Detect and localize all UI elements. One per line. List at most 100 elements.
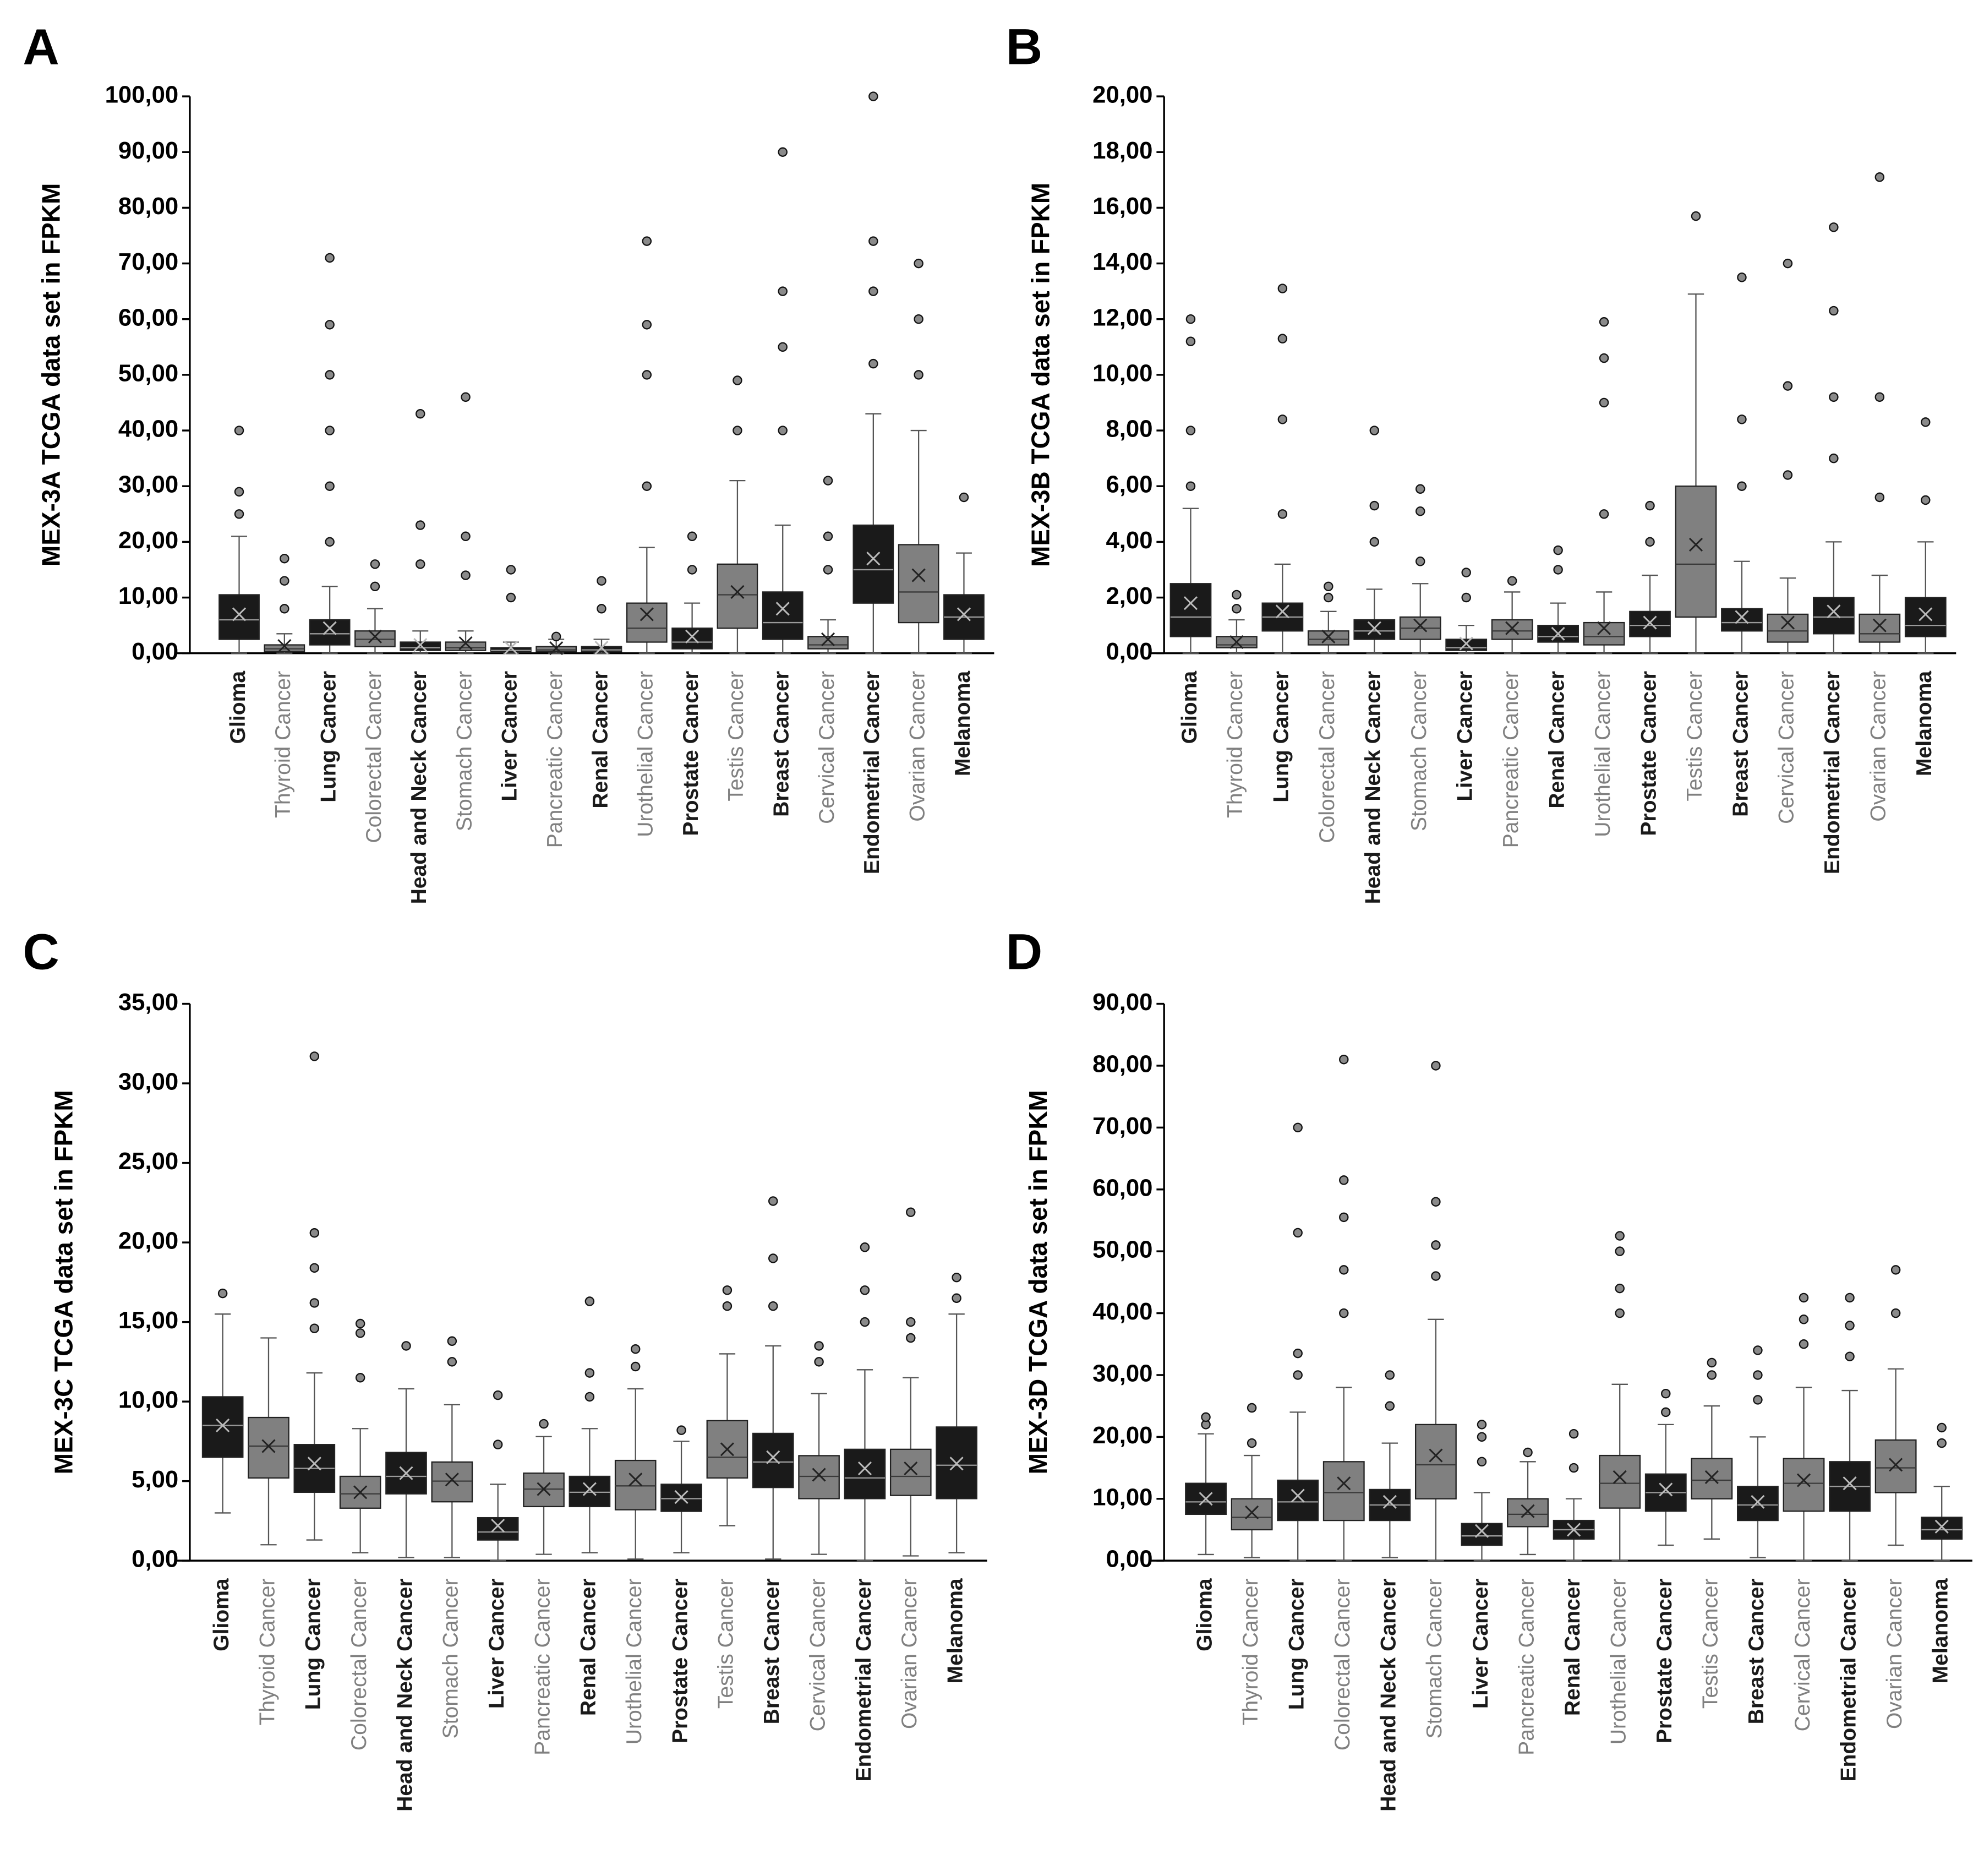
outlier: [325, 253, 335, 263]
mean-marker: [775, 602, 790, 616]
outlier: [778, 286, 788, 296]
outlier: [1293, 1122, 1303, 1133]
y-tick-label: 35,00: [118, 989, 178, 1016]
box: [1322, 1461, 1365, 1521]
x-tick-label: Head and Neck Cancer: [407, 671, 431, 904]
y-tick-label: 50,00: [1092, 1236, 1152, 1263]
outlier: [722, 1285, 733, 1295]
outlier: [778, 426, 788, 435]
mean-marker: [1183, 596, 1198, 610]
y-tick-label: 80,00: [118, 193, 178, 220]
x-tick-label: Testis Cancer: [724, 671, 748, 801]
x-tick-label: Pancreatic Cancer: [1499, 671, 1523, 848]
y-tick-label: 80,00: [1092, 1050, 1152, 1077]
outlier: [1783, 258, 1793, 269]
outlier: [1431, 1240, 1441, 1250]
box: [1353, 619, 1396, 640]
outlier: [1477, 1432, 1487, 1442]
mean-marker: [911, 568, 926, 582]
outlier: [1568, 1463, 1579, 1473]
x-tick-label: Thyroid Cancer: [1239, 1578, 1262, 1725]
outlier: [1753, 1345, 1763, 1355]
outlier: [493, 1439, 503, 1449]
mean-marker: [1843, 1476, 1857, 1491]
box: [798, 1455, 840, 1499]
outlier: [1829, 392, 1839, 402]
outlier: [1599, 509, 1609, 519]
outlier: [1874, 172, 1885, 182]
outlier: [539, 1419, 549, 1429]
outlier: [687, 531, 697, 542]
x-tick-label: Glioma: [1178, 671, 1201, 744]
outlier: [1829, 453, 1839, 463]
x-tick-label: Testis Cancer: [714, 1578, 738, 1709]
outlier: [447, 1357, 457, 1367]
mean-marker: [458, 636, 473, 651]
mean-marker: [857, 1461, 872, 1476]
mean-marker: [1199, 1492, 1213, 1506]
outlier: [1369, 537, 1380, 547]
box: [1675, 486, 1717, 618]
box: [1414, 1424, 1457, 1499]
outlier: [1845, 1351, 1855, 1361]
x-tick-label: Liver Cancer: [485, 1578, 509, 1709]
x-tick-label: Stomach Cancer: [439, 1578, 463, 1738]
mean-marker: [232, 607, 247, 621]
mean-marker: [1505, 621, 1520, 635]
outlier: [868, 358, 878, 369]
x-tick-label: Renal Cancer: [1561, 1578, 1584, 1716]
outlier: [1431, 1197, 1441, 1207]
outlier: [1845, 1321, 1855, 1330]
outlier: [1553, 565, 1563, 575]
outlier: [506, 592, 516, 603]
box: [1904, 597, 1947, 637]
mean-marker: [1688, 537, 1703, 552]
x-tick-label: Head and Neck Cancer: [1377, 1578, 1401, 1812]
mean-marker: [866, 552, 881, 566]
panel-label: D: [1006, 924, 1042, 980]
outlier: [914, 314, 923, 324]
outlier: [860, 1285, 870, 1295]
outlier: [823, 531, 833, 542]
box: [1812, 597, 1855, 635]
outlier: [1645, 500, 1655, 511]
mean-marker: [445, 1473, 459, 1487]
outlier: [1461, 592, 1471, 603]
x-tick-label: Stomach Cancer: [1423, 1578, 1446, 1738]
mean-marker: [1521, 1504, 1535, 1518]
box: [569, 1475, 611, 1508]
outlier: [1415, 506, 1425, 516]
box: [626, 602, 668, 643]
mean-marker: [307, 1457, 321, 1471]
outlier: [733, 375, 742, 385]
outlier: [1339, 1054, 1349, 1065]
y-tick-label: 10,00: [1092, 359, 1152, 386]
mean-marker: [1245, 1505, 1259, 1520]
y-tick-label: 70,00: [118, 248, 178, 275]
y-tick-label: 10,00: [118, 582, 178, 609]
y-tick-label: 10,00: [1092, 1484, 1152, 1510]
box: [1783, 1458, 1825, 1512]
outlier: [1415, 484, 1425, 494]
outlier: [1737, 415, 1747, 424]
x-tick-label: Colorectal Cancer: [1331, 1578, 1354, 1750]
outlier: [597, 604, 606, 614]
x-tick-label: Renal Cancer: [1545, 671, 1568, 809]
mean-marker: [1551, 626, 1565, 641]
outlier: [309, 1323, 320, 1333]
outlier: [1615, 1246, 1625, 1256]
outlier: [1293, 1348, 1303, 1359]
y-tick-label: 60,00: [1092, 1174, 1152, 1201]
outlier: [584, 1296, 595, 1306]
box: [1874, 1439, 1917, 1493]
y-tick-label: 14,00: [1092, 248, 1152, 275]
outlier: [1185, 336, 1196, 346]
outlier: [234, 487, 244, 497]
outlier: [1324, 581, 1333, 592]
outlier: [325, 320, 335, 330]
outlier: [906, 1317, 916, 1327]
mean-marker: [1827, 604, 1841, 619]
mean-marker: [1337, 1476, 1351, 1491]
mean-marker: [1704, 1470, 1719, 1484]
x-tick-label: Cervical Cancer: [1791, 1578, 1814, 1731]
